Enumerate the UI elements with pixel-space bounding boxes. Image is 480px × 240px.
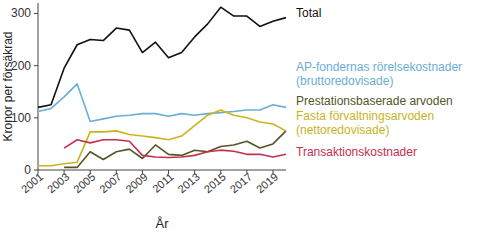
series-line xyxy=(38,84,286,122)
y-tick-label: 300 xyxy=(11,6,31,20)
y-tick xyxy=(34,13,38,14)
y-axis-line xyxy=(38,3,39,170)
series-line xyxy=(64,140,286,158)
series-line xyxy=(64,131,286,168)
plot-area xyxy=(38,7,286,167)
y-tick xyxy=(34,65,38,66)
x-tick-label: 2013 xyxy=(175,170,201,195)
x-tick-label: 2015 xyxy=(202,170,228,195)
chart: 0100200300200120032005200720092011201320… xyxy=(0,0,480,240)
series-line xyxy=(38,110,286,166)
series-label: AP-fondernas rörelsekostnader(bruttoredo… xyxy=(296,60,462,88)
x-tick-label: 2019 xyxy=(254,170,280,195)
y-tick xyxy=(34,117,38,118)
x-tick-label: 2017 xyxy=(228,170,254,195)
x-axis-line xyxy=(38,170,286,171)
x-tick-label: 2007 xyxy=(97,170,123,195)
x-tick-label: 2011 xyxy=(150,170,176,194)
series-label: Total xyxy=(296,6,321,20)
series-label: Transaktionskostnader xyxy=(296,145,417,159)
x-tick-label: 2001 xyxy=(19,170,45,195)
x-tick-label: 2009 xyxy=(123,170,149,195)
y-axis-label: Kronor per försäkrad xyxy=(1,31,15,141)
x-tick-label: 2003 xyxy=(45,170,71,195)
x-axis-label: År xyxy=(156,216,170,231)
series-label: Fasta förvaltningsarvoden(nettoredovisad… xyxy=(296,109,434,137)
series-line xyxy=(38,7,286,107)
series-label: Prestationsbaserade arvoden xyxy=(296,94,453,108)
x-tick-label: 2005 xyxy=(71,170,97,195)
y-tick-label: 0 xyxy=(24,163,31,177)
